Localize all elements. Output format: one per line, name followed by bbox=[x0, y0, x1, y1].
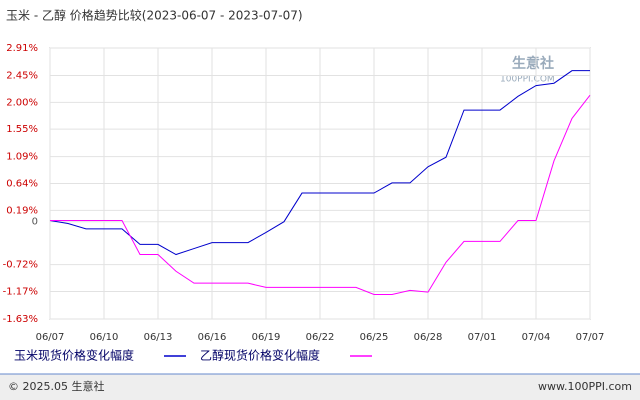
y-tick-label: -0.72% bbox=[3, 260, 38, 271]
y-tick-label: 2.00% bbox=[6, 97, 38, 108]
series-line bbox=[49, 70, 590, 256]
y-tick-label: -1.17% bbox=[3, 287, 38, 298]
y-tick-label: -1.63% bbox=[3, 314, 38, 325]
legend-label: 玉米现货价格变化幅度 bbox=[14, 348, 134, 363]
footer-bar bbox=[0, 374, 640, 400]
x-tick-label: 06/10 bbox=[90, 332, 119, 343]
x-tick-label: 06/13 bbox=[144, 332, 173, 343]
series-line bbox=[50, 94, 591, 296]
x-tick-label: 06/25 bbox=[360, 332, 389, 343]
y-tick-label: 1.09% bbox=[6, 152, 38, 163]
x-tick-label: 07/04 bbox=[522, 332, 551, 343]
footer-left: © 2025.05 生意社 bbox=[8, 379, 104, 393]
x-tick-label: 06/19 bbox=[252, 332, 281, 343]
watermark: 生意社 bbox=[512, 55, 554, 72]
x-tick-label: 06/22 bbox=[306, 332, 335, 343]
x-tick-label: 06/07 bbox=[36, 332, 65, 343]
x-tick-label: 06/28 bbox=[414, 332, 443, 343]
x-tick-label: 07/07 bbox=[576, 332, 605, 343]
y-tick-label: 2.45% bbox=[6, 70, 38, 81]
x-tick-label: 06/16 bbox=[198, 332, 227, 343]
y-tick-label: 2.91% bbox=[6, 43, 38, 54]
y-tick-label: 0.64% bbox=[6, 179, 38, 190]
y-tick-label: 1.55% bbox=[6, 124, 38, 135]
footer-right: www.100PPI.com bbox=[538, 380, 632, 393]
x-tick-label: 07/01 bbox=[468, 332, 497, 343]
chart-title: 玉米 - 乙醇 价格趋势比较(2023-06-07 - 2023-07-07) bbox=[6, 8, 303, 23]
y-tick-label: 0 bbox=[32, 217, 38, 228]
legend-label: 乙醇现货价格变化幅度 bbox=[200, 348, 320, 363]
y-tick-label: 0.19% bbox=[6, 205, 38, 216]
watermark: 100PPI.COM bbox=[500, 75, 555, 85]
